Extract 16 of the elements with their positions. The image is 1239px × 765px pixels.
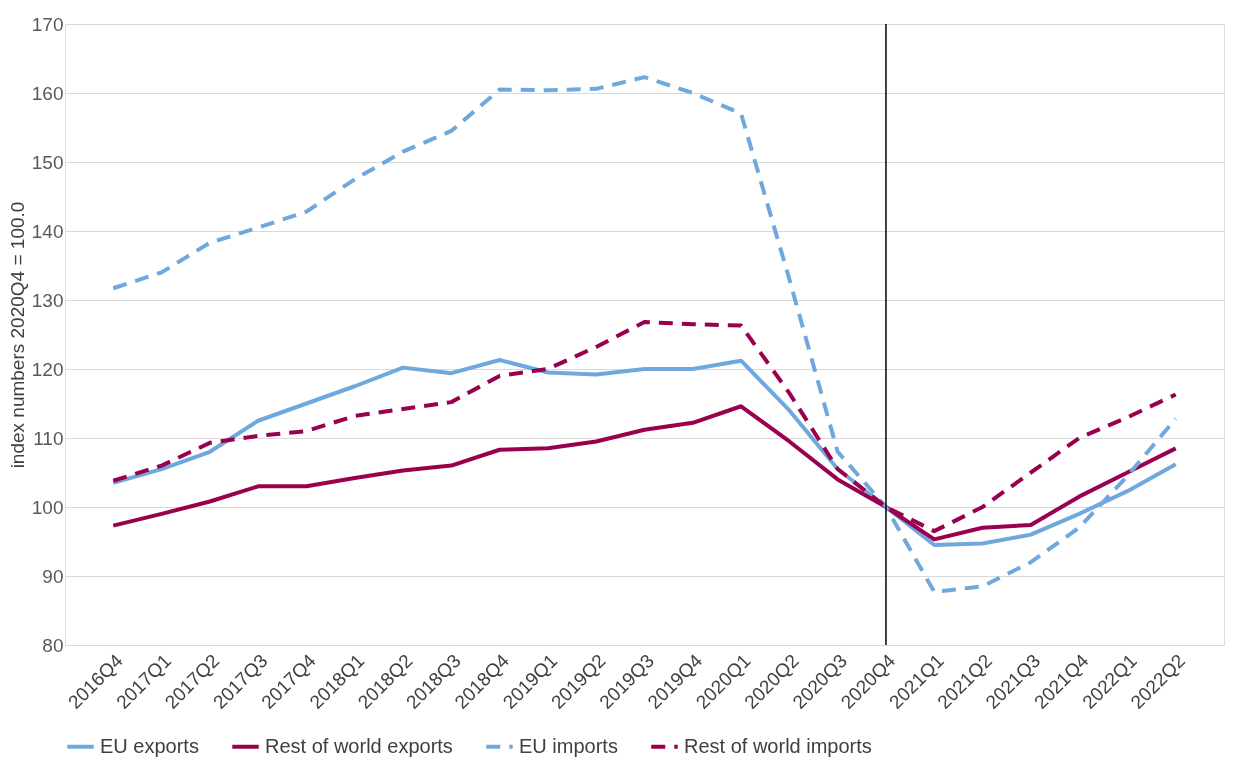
y-tick-label: 110	[33, 427, 64, 449]
y-tick-label: 130	[31, 289, 64, 311]
y-tick-label: 100	[31, 496, 64, 518]
y-tick-label: 120	[31, 358, 64, 380]
y-tick-label: 150	[31, 151, 64, 173]
y-tick-label: 140	[31, 220, 64, 242]
y-tick-label: 80	[42, 634, 64, 656]
y-tick-label: 90	[42, 565, 64, 587]
legend-label: Rest of world imports	[684, 734, 872, 757]
line-series	[111, 75, 1178, 594]
y-axis-title: index numbers 2020Q4 = 100.0	[6, 201, 28, 469]
y-tick-label: 170	[31, 13, 64, 35]
legend-label: EU exports	[100, 734, 199, 757]
legend-label: EU imports	[519, 734, 618, 757]
legend-label: Rest of world exports	[265, 734, 453, 757]
y-tick-label: 160	[31, 82, 64, 104]
